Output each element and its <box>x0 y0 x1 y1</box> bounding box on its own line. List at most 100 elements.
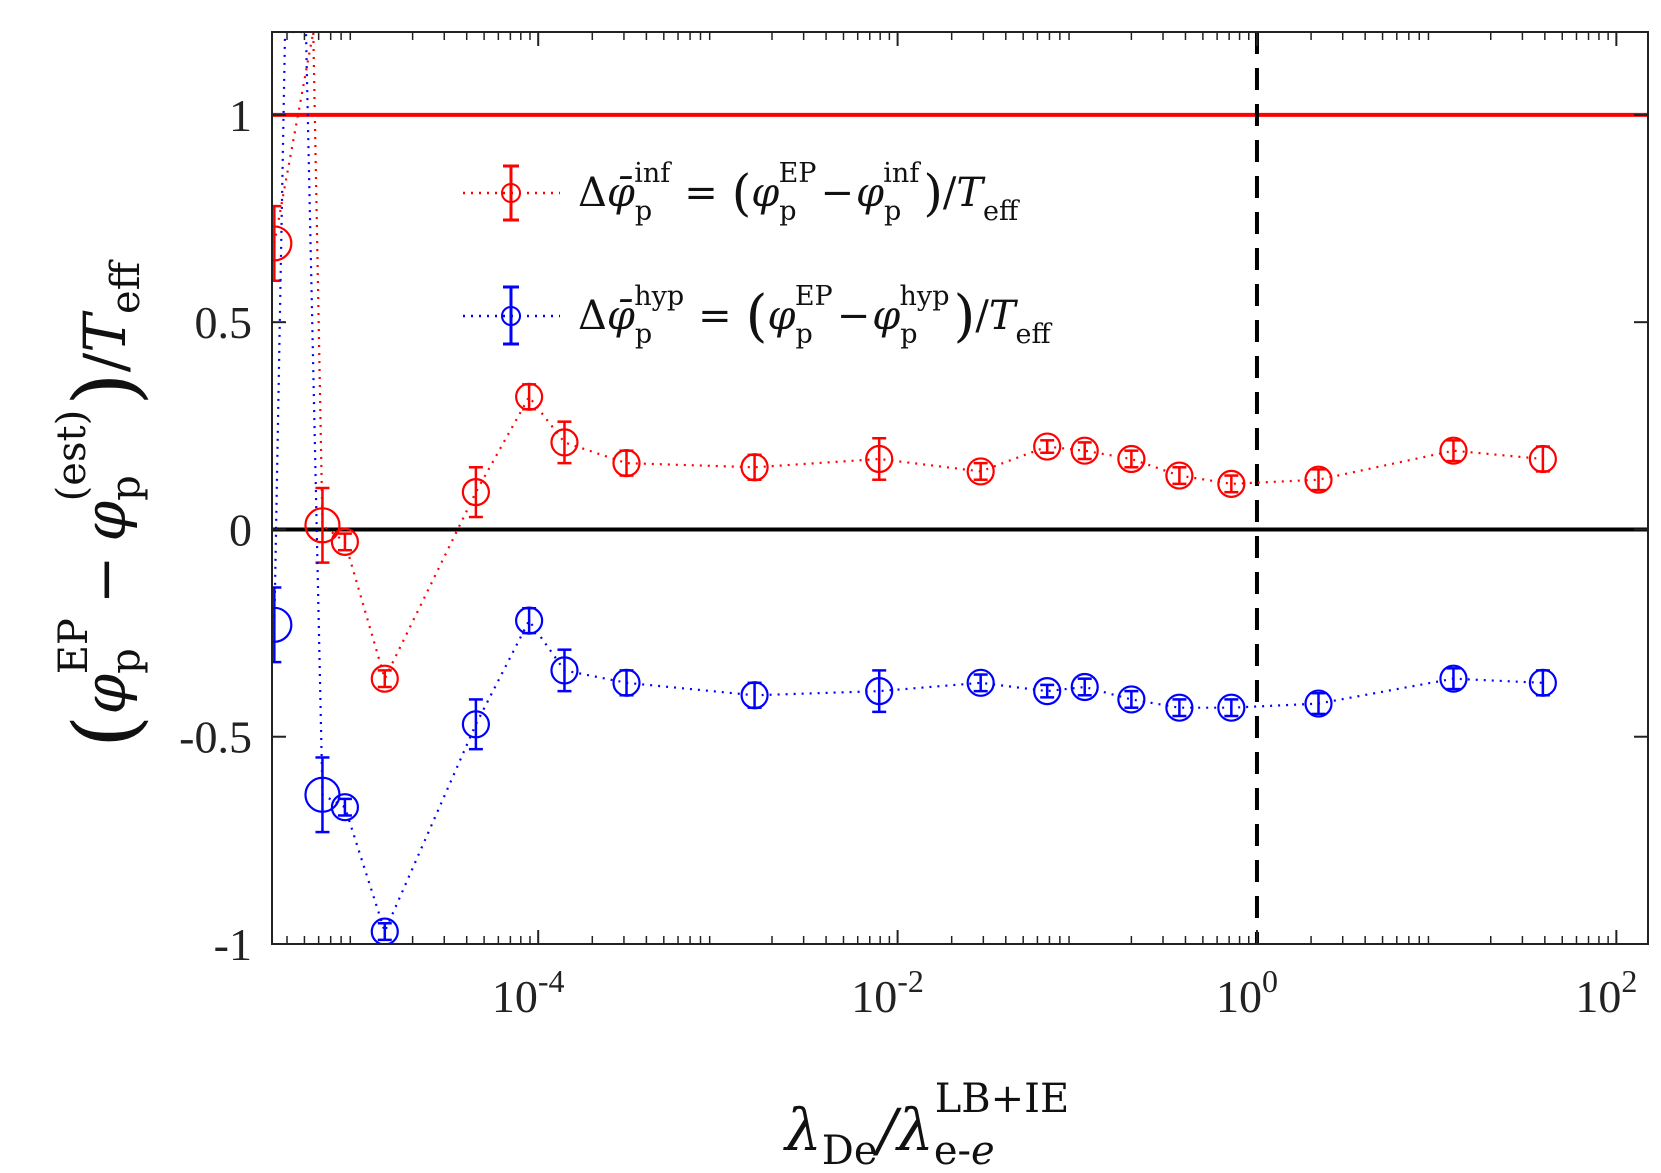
legend-marker-inf <box>501 183 521 203</box>
data-point-hyp-16 <box>1165 693 1194 722</box>
y-label-phi1-sup: EP <box>51 618 97 674</box>
marker-inf-19 <box>1528 444 1557 474</box>
y-tick-label-3: -0.5 <box>179 712 252 763</box>
data-point-inf-8 <box>612 449 641 478</box>
marker-inf-2 <box>304 507 341 544</box>
data-point-hyp-9 <box>612 668 641 697</box>
marker-inf-10 <box>865 444 894 474</box>
legend-hyp-phiB-sub: p <box>900 319 917 350</box>
legend-hyp-T-sub: eff <box>1016 319 1053 350</box>
data-point-hyp-7 <box>515 606 544 635</box>
plot-content <box>272 32 1648 944</box>
y-label-phi2-sub: p <box>103 475 149 501</box>
data-point-inf-15 <box>1165 461 1194 490</box>
marker-hyp-20 <box>1528 668 1557 697</box>
data-point-hyp-8 <box>550 648 579 693</box>
legend-hyp-lp: ( <box>746 284 768 349</box>
y-tick-label-2: 0 <box>229 504 252 555</box>
legend-hyp-rp: ) <box>953 284 975 349</box>
x-tick-base-1: 10 <box>851 971 897 1022</box>
data-point-hyp-18 <box>1304 689 1333 718</box>
marker-inf-0 <box>272 225 293 262</box>
data-point-inf-5 <box>461 466 490 519</box>
marker-inf-14 <box>1117 444 1146 474</box>
data-point-hyp-6 <box>461 698 490 751</box>
marker-hyp-10 <box>740 681 769 710</box>
data-point-inf-7 <box>550 420 579 465</box>
data-point-inf-10 <box>865 437 894 481</box>
legend: Δφ̄pinf = (φpEP −φpinf)/Teff Δφ̄phyp = (φpEP −… <box>445 140 1235 370</box>
y-label-open: ( <box>56 715 156 749</box>
x-tick-label-0: 10-4 <box>492 963 565 1022</box>
legend-label-hyp: Δφ̄phyp = (φpEP −φphyp)/Teff <box>578 281 1052 350</box>
data-point-inf-12 <box>1033 432 1062 461</box>
data-point-hyp-17 <box>1217 693 1246 722</box>
x-label-sub-italic: e <box>971 1128 995 1173</box>
legend-inf-phiA: φ <box>751 170 779 216</box>
marker-inf-15 <box>1165 461 1194 490</box>
marker-hyp-18 <box>1304 689 1333 718</box>
marker-hyp-14 <box>1070 672 1099 702</box>
data-point-inf-13 <box>1070 436 1099 465</box>
data-point-hyp-12 <box>966 668 995 697</box>
legend-inf-phiA-sub: p <box>779 196 796 227</box>
data-point-hyp-10 <box>740 681 769 710</box>
legend-inf-rp: ) <box>923 164 943 222</box>
marker-hyp-6 <box>461 710 490 739</box>
legend-hyp-minus: − <box>837 293 871 339</box>
x-tick-exp-0: -4 <box>538 963 565 999</box>
marker-hyp-9 <box>612 668 641 697</box>
marker-hyp-16 <box>1165 693 1194 722</box>
data-point-hyp-5 <box>370 917 399 944</box>
x-label-sub: e- <box>934 1128 971 1173</box>
x-tick-base-0: 10 <box>492 971 538 1022</box>
data-point-inf-18 <box>1439 436 1468 465</box>
marker-inf-12 <box>1033 432 1062 461</box>
axes-frame <box>271 31 1649 945</box>
data-point-inf-17 <box>1304 465 1333 494</box>
data-point-inf-16 <box>1217 469 1246 498</box>
x-tick-exp-1: -2 <box>897 963 924 999</box>
data-point-inf-14 <box>1117 444 1146 474</box>
marker-inf-6 <box>515 382 544 411</box>
legend-inf-eq: = <box>684 170 718 216</box>
data-point-hyp-15 <box>1117 685 1146 714</box>
marker-inf-8 <box>612 449 641 478</box>
marker-hyp-7 <box>515 606 544 635</box>
y-tick-label-0: 1 <box>229 90 252 141</box>
data-point-hyp-13 <box>1033 677 1062 706</box>
y-tick-label-4: -1 <box>214 919 252 970</box>
y-label-slash: / <box>71 352 139 372</box>
data-point-hyp-0 <box>272 586 293 664</box>
marker-hyp-5 <box>370 917 399 944</box>
marker-hyp-17 <box>1217 693 1246 722</box>
x-tick-base-2: 10 <box>1216 971 1262 1022</box>
legend-hyp-phiA: φ <box>768 293 796 339</box>
legend-hyp-phibar-sub: p <box>635 319 652 350</box>
y-label-phi2: φ <box>71 501 139 542</box>
data-point-hyp-20 <box>1528 668 1557 697</box>
x-tick-label-1: 10-2 <box>851 963 924 1022</box>
marker-hyp-0 <box>272 606 293 643</box>
marker-hyp-8 <box>550 656 579 685</box>
x-tick-label-3: 102 <box>1575 963 1637 1022</box>
legend-inf-phiB: φ <box>856 170 884 216</box>
legend-inf-lp: ( <box>732 164 752 222</box>
legend-hyp-delta: Δ <box>578 293 607 339</box>
data-point-inf-9 <box>740 453 769 482</box>
data-point-hyp-4 <box>330 793 360 822</box>
legend-inf-T: T <box>956 170 986 216</box>
data-point-inf-3 <box>330 527 360 556</box>
legend-inf-delta: Δ <box>578 170 607 216</box>
y-tick-label-1: 0.5 <box>195 297 253 348</box>
y-axis-label: (φpEP−φp(est))/Teff <box>49 259 156 748</box>
marker-hyp-15 <box>1117 685 1146 714</box>
x-label-slash: /λ <box>873 1096 934 1164</box>
legend-label-inf: Δφ̄pinf = (φpEP −φpinf)/Teff <box>578 158 1020 227</box>
marker-inf-18 <box>1439 436 1468 465</box>
legend-entry-hyp: Δφ̄phyp = (φpEP −φphyp)/Teff <box>463 281 1052 350</box>
x-axis-label: λDe/λe-e LB+IE <box>783 1076 1069 1173</box>
data-point-inf-19 <box>1528 444 1557 474</box>
series-line-inf <box>273 32 1543 682</box>
y-label-close: ) <box>56 372 156 406</box>
